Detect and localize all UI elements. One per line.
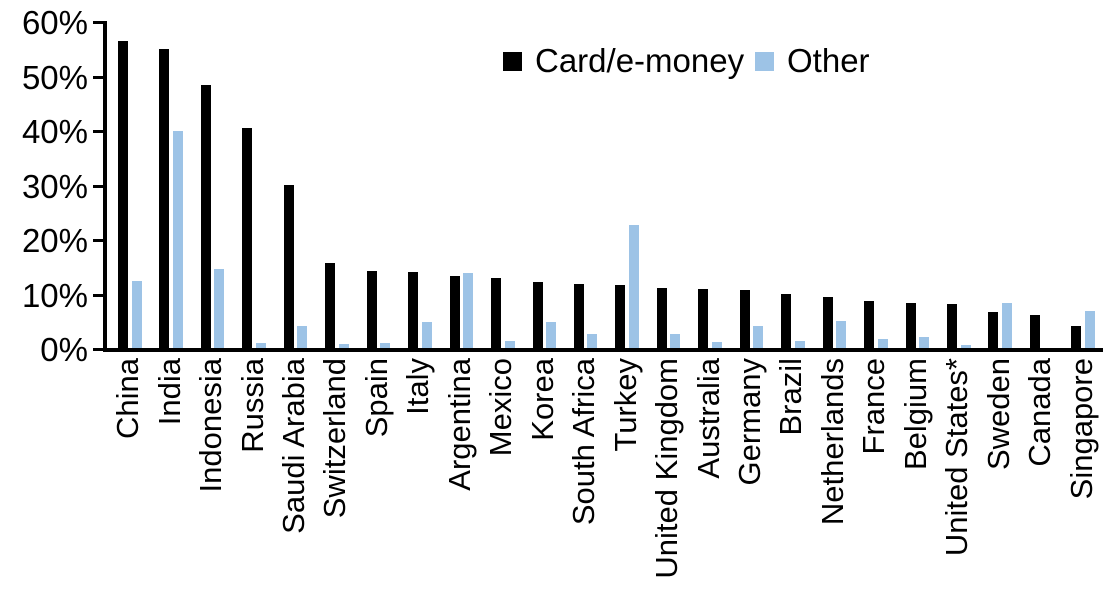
bar-card-e-money-indonesia [200,85,211,348]
x-label-indonesia: Indonesia [193,358,229,493]
bar-other-mexico [504,340,515,348]
bar-card-e-money-russia [242,127,253,348]
legend-item-other: Other [755,42,870,80]
bar-card-e-money-netherlands [822,297,833,348]
x-label-korea: Korea [524,358,560,441]
y-tick-10 [93,293,104,297]
bar-card-e-money-united-kingdom [656,287,667,348]
bar-other-germany [753,326,764,348]
x-label-france: France [856,358,892,455]
y-tick-label-0: 0% [40,331,88,368]
legend-swatch-card-emoney-icon [503,51,522,71]
bar-other-france [877,339,888,348]
y-tick-label-10: 10% [21,276,88,314]
x-label-saudi-arabia: Saudi Arabia [276,358,312,534]
x-label-canada: Canada [1022,358,1058,467]
legend-label-other: Other [787,42,870,79]
bar-card-e-money-switzerland [325,263,336,348]
x-label-belgium: Belgium [897,358,933,470]
bar-card-e-money-germany [739,290,750,348]
x-label-germany: Germany [731,358,767,486]
x-label-russia: Russia [234,358,270,453]
bar-card-e-money-belgium [905,303,916,348]
bar-other-switzerland [338,343,349,348]
legend-label-card-emoney: Card/e-money [535,42,745,79]
y-tick-60 [93,21,104,25]
x-label-india: India [151,358,187,426]
bar-other-india [172,131,183,348]
bar-card-e-money-turkey [615,284,626,348]
y-tick-50 [93,75,104,79]
bar-card-e-money-brazil [781,293,792,348]
x-label-spain: Spain [358,358,394,438]
bar-card-e-money-singapore [1071,325,1082,348]
x-label-singapore: Singapore [1063,358,1099,500]
bar-other-russia [255,342,266,348]
bar-card-e-money-sweden [988,312,999,348]
bar-card-e-money-india [159,48,170,348]
y-tick-40 [93,130,104,134]
x-label-australia: Australia [690,358,726,479]
x-label-brazil: Brazil [773,358,809,436]
bar-other-argentina [463,272,474,348]
bar-card-e-money-korea [532,281,543,348]
bar-card-e-money-south-africa [573,283,584,348]
y-tick-label-30: 30% [21,167,88,205]
x-label-united-kingdom: United Kingdom [649,358,685,579]
bar-card-e-money-italy [408,271,419,348]
bar-other-singapore [1084,310,1095,348]
bar-other-australia [711,342,722,348]
y-tick-label-40: 40% [21,113,88,151]
x-label-united-states: United States* [939,358,975,557]
legend-item-card-emoney: Card/e-money [503,42,744,80]
y-axis-line [103,21,107,352]
x-label-switzerland: Switzerland [317,358,353,519]
bar-other-indonesia [214,268,225,348]
bar-card-e-money-united-states [947,304,957,348]
x-label-china: China [110,358,146,439]
x-label-sweden: Sweden [980,358,1016,471]
bar-other-china [131,280,142,348]
y-tick-label-20: 20% [21,222,88,260]
bar-card-e-money-spain [366,271,377,348]
legend-swatch-other-icon [755,51,774,71]
bar-other-turkey [628,225,639,348]
bar-other-brazil [794,340,805,348]
bar-card-e-money-saudi-arabia [283,185,294,348]
bar-other-saudi-arabia [297,326,308,348]
y-tick-20 [93,239,104,243]
y-tick-30 [93,184,104,188]
x-axis-line [103,348,1103,352]
x-label-turkey: Turkey [607,358,643,452]
bar-other-sweden [1001,303,1012,348]
bar-other-korea [546,322,556,348]
y-tick-0 [93,348,104,351]
bar-other-italy [421,322,432,348]
y-tick-label-60: 60% [21,4,88,42]
x-label-netherlands: Netherlands [814,358,850,526]
bar-other-spain [380,342,391,348]
x-label-mexico: Mexico [483,358,519,457]
x-label-south-africa: South Africa [566,358,602,526]
bar-other-belgium [919,336,930,348]
x-label-italy: Italy [400,358,436,415]
bar-card-e-money-france [864,300,875,348]
bar-card-e-money-canada [1029,314,1040,348]
bar-card-e-money-australia [698,288,709,348]
bar-other-south-africa [587,334,598,348]
bar-other-netherlands [836,321,847,348]
y-tick-label-50: 50% [21,58,88,96]
bar-card-e-money-mexico [491,277,502,348]
bar-other-united-kingdom [670,334,681,348]
bar-card-e-money-argentina [449,275,460,348]
bar-card-e-money-china [118,41,128,348]
x-label-argentina: Argentina [441,358,477,491]
bar-other-united-states [960,345,971,348]
